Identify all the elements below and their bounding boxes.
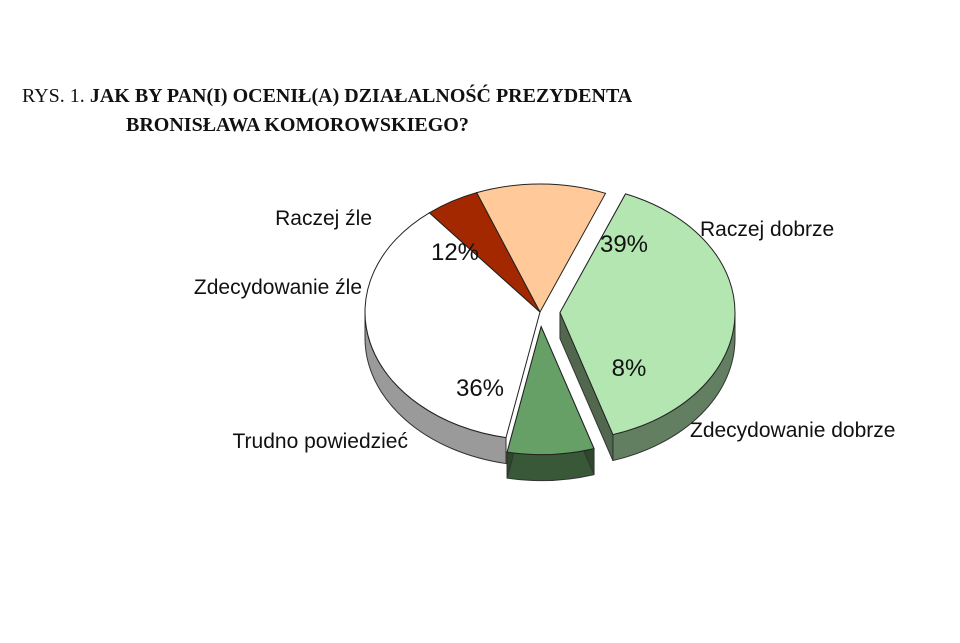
slice-label-2: Trudno powiedzieć <box>233 430 409 453</box>
figure-prefix: RYS. 1. <box>22 85 85 107</box>
slice-value-4: 12% <box>431 239 479 266</box>
pie-labels: Raczej dobrze 39% Zdecydowanie dobrze 8% Tru… <box>194 207 896 453</box>
pie-slice-1 <box>506 325 595 456</box>
slice-value-3: 5% <box>409 279 444 306</box>
title-line-1: JAK BY PAN(I) OCENIŁ(A) DZIAŁALNOŚĆ PREZ… <box>89 85 633 107</box>
slice-label-4: Raczej źle <box>275 207 372 230</box>
slice-value-2: 36% <box>456 375 504 402</box>
slice-label-0: Raczej dobrze <box>700 218 834 241</box>
pie-tops <box>364 183 736 456</box>
slice-value-0: 39% <box>600 231 648 258</box>
title-line-2: BRONISŁAWA KOMOROWSKIEGO? <box>126 114 469 136</box>
slice-value-1: 8% <box>612 355 647 382</box>
slice-label-1: Zdecydowanie dobrze <box>690 419 895 442</box>
pie-slice-2 <box>364 212 541 439</box>
pie-slice-0 <box>559 193 736 436</box>
slice-label-3: Zdecydowanie źle <box>194 276 362 299</box>
figure-title: RYS. 1. JAK BY PAN(I) OCENIŁ(A) DZIAŁALN… <box>22 82 632 140</box>
pie-slice-4 <box>475 183 607 314</box>
